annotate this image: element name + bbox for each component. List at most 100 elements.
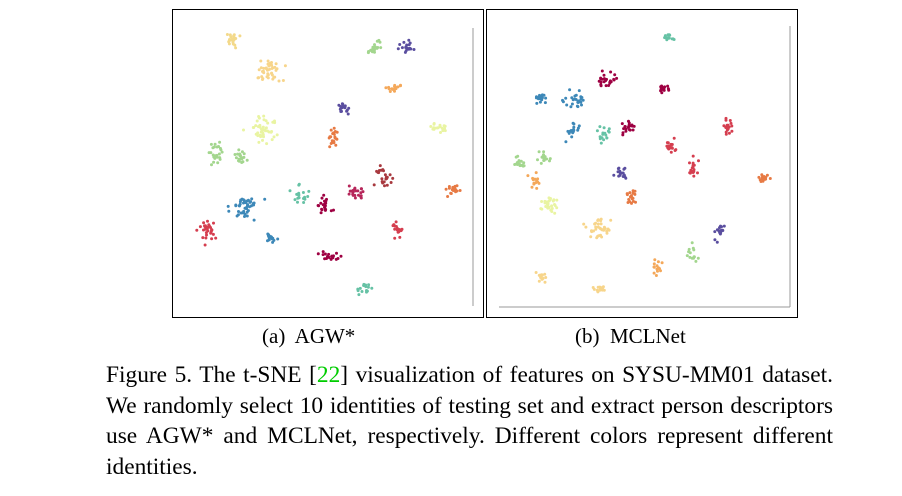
feature-point <box>713 238 717 242</box>
feature-point <box>204 231 208 235</box>
feature-point <box>257 68 261 72</box>
feature-point <box>259 66 263 70</box>
feature-point <box>356 289 360 293</box>
identity-cluster <box>685 241 700 263</box>
feature-point <box>688 161 691 165</box>
feature-point <box>535 101 539 105</box>
feature-point <box>339 254 343 258</box>
feature-point <box>240 161 244 164</box>
feature-point <box>272 238 276 242</box>
feature-point <box>543 272 547 276</box>
feature-point <box>388 173 392 177</box>
feature-point <box>342 105 346 109</box>
identity-cluster <box>688 154 700 178</box>
feature-point <box>327 252 331 256</box>
feature-point <box>577 124 581 128</box>
feature-point <box>233 43 237 47</box>
feature-point <box>408 46 412 50</box>
identity-cluster <box>384 83 402 93</box>
feature-point <box>277 79 281 83</box>
identity-cluster <box>722 116 734 136</box>
feature-point <box>385 176 389 180</box>
identity-cluster <box>612 166 628 180</box>
feature-point <box>692 163 696 167</box>
feature-point <box>353 187 357 191</box>
feature-point <box>628 128 631 132</box>
feature-point <box>567 131 571 135</box>
feature-point <box>225 33 229 36</box>
tsne-scatter-mclnet <box>499 26 791 308</box>
feature-point <box>605 231 609 235</box>
feature-point <box>259 59 263 63</box>
feature-point <box>226 204 230 208</box>
feature-point <box>572 122 576 126</box>
feature-point <box>542 150 546 154</box>
feature-point <box>383 173 387 177</box>
feature-point <box>573 97 577 101</box>
feature-point <box>555 198 559 202</box>
identity-cluster <box>347 184 365 200</box>
feature-point <box>333 130 337 133</box>
feature-point <box>323 207 327 211</box>
feature-point <box>522 161 526 165</box>
feature-point <box>370 286 374 290</box>
feature-point <box>730 129 734 133</box>
feature-point <box>248 200 252 204</box>
feature-point <box>218 140 222 144</box>
feature-point <box>234 46 238 50</box>
feature-point <box>209 231 213 235</box>
feature-point <box>372 45 376 49</box>
feature-point <box>210 237 214 241</box>
feature-point <box>722 124 726 128</box>
identity-cluster <box>534 93 548 105</box>
feature-point <box>260 128 264 131</box>
feature-point <box>267 238 271 241</box>
feature-point <box>359 191 363 195</box>
feature-point <box>245 199 249 203</box>
feature-point <box>393 227 397 231</box>
feature-point <box>545 157 549 161</box>
feature-point <box>293 198 297 202</box>
feature-point <box>393 89 396 93</box>
feature-point <box>360 187 363 191</box>
feature-point <box>595 236 599 240</box>
citation-link[interactable]: 22 <box>316 362 341 388</box>
feature-point <box>407 38 411 42</box>
feature-point <box>454 190 458 194</box>
feature-point <box>213 156 217 160</box>
feature-point <box>599 76 603 80</box>
feature-point <box>266 62 270 66</box>
feature-point <box>384 86 388 90</box>
feature-point <box>655 264 659 268</box>
feature-point <box>634 200 637 204</box>
feature-point <box>302 197 305 200</box>
feature-point <box>584 225 588 229</box>
feature-point <box>572 125 576 129</box>
feature-point <box>544 96 548 100</box>
feature-point <box>215 145 219 149</box>
feature-point <box>618 173 622 177</box>
feature-point <box>387 85 391 89</box>
feature-point <box>663 36 667 40</box>
feature-point <box>329 135 333 139</box>
feature-point <box>544 276 548 279</box>
feature-point <box>236 152 240 156</box>
identity-cluster <box>582 217 613 240</box>
tsne-plot-agw <box>172 9 484 318</box>
feature-point <box>575 104 579 108</box>
feature-point <box>576 99 580 103</box>
feature-point <box>548 159 551 163</box>
feature-point <box>257 140 261 144</box>
feature-point <box>238 152 242 156</box>
subcaption-a-label: (a) <box>262 324 286 348</box>
feature-point <box>609 70 613 74</box>
feature-point <box>203 243 207 247</box>
identity-cluster <box>625 189 637 205</box>
feature-point <box>539 161 543 165</box>
feature-point <box>270 61 273 64</box>
feature-point <box>692 170 696 173</box>
feature-point <box>526 174 530 178</box>
feature-point <box>357 193 360 197</box>
feature-point <box>565 103 569 107</box>
feature-point <box>404 45 408 49</box>
